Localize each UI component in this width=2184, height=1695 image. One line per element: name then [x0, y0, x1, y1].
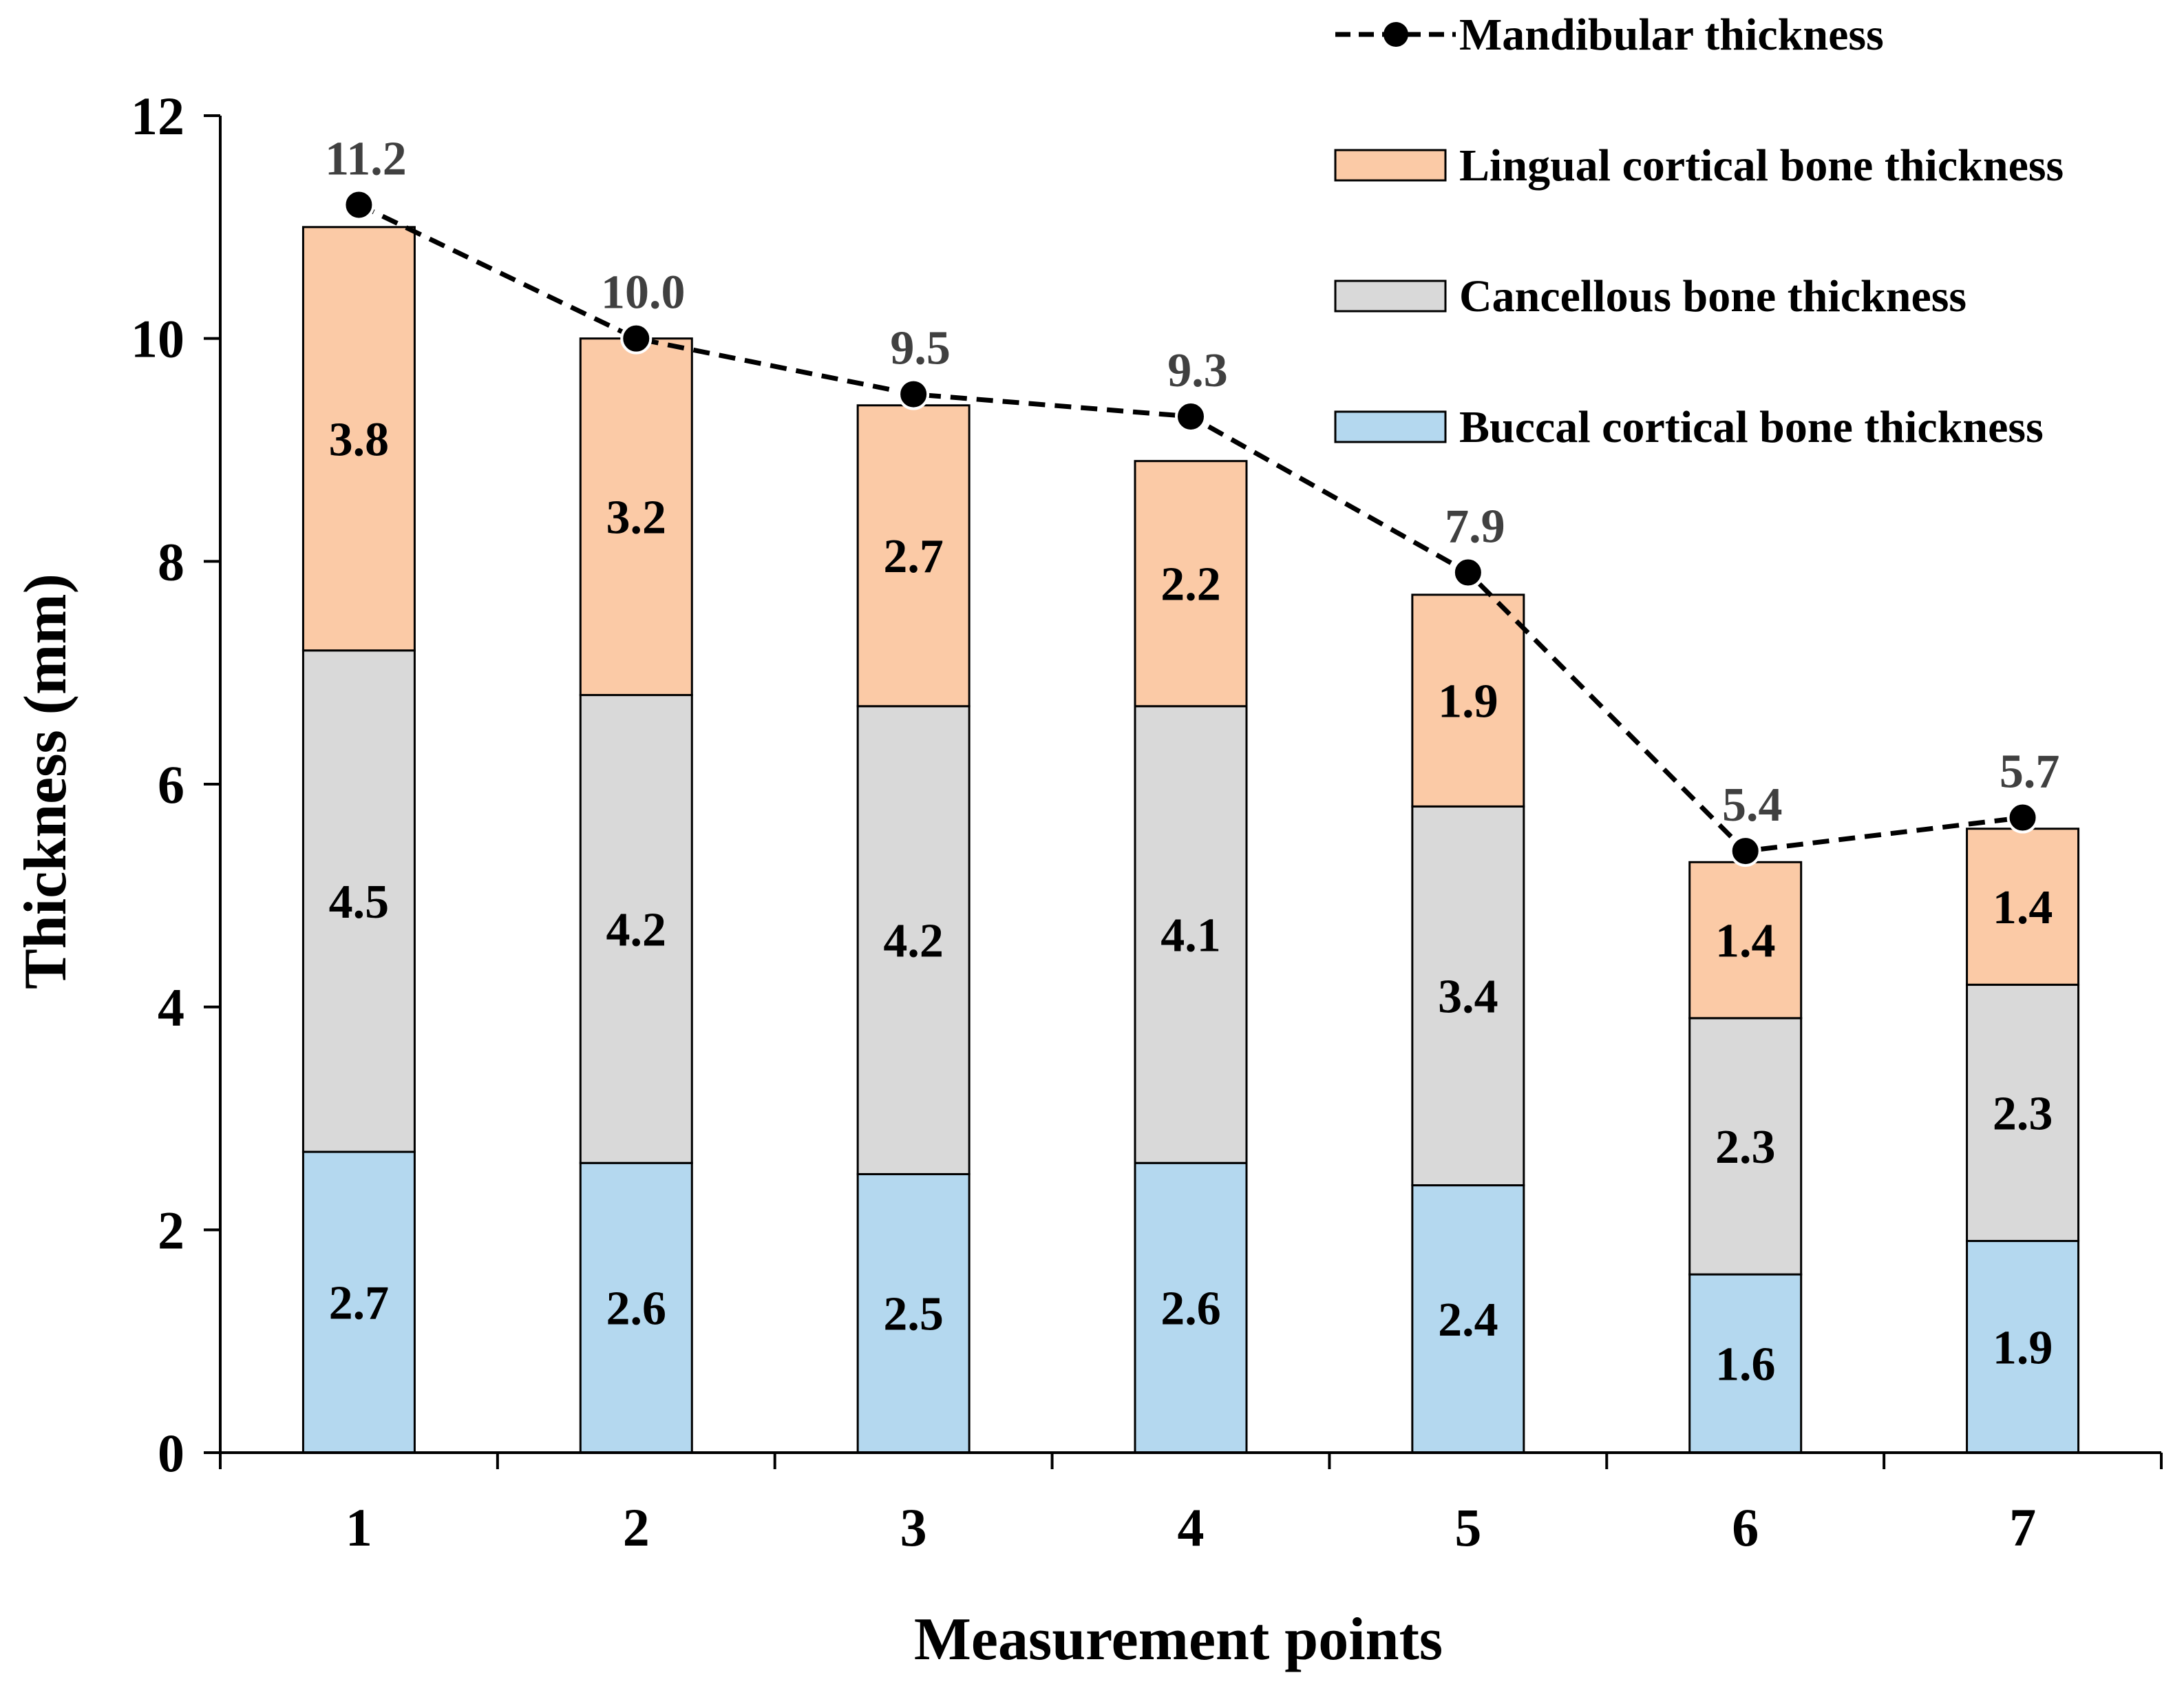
bar-lingual-cortical-bone-thickness-point-2 [579, 337, 693, 697]
legend-swatch-cancellous-bone-thickness [1334, 280, 1447, 313]
bar-label-cancellous-bone-thickness-point-4: 4.1 [1160, 909, 1221, 962]
bar-label-lingual-cortical-bone-thickness-point-5: 1.9 [1438, 675, 1498, 728]
y-tick-label-10: 10 [131, 309, 184, 369]
x-tick-label-5: 5 [1454, 1497, 1481, 1557]
data-labels-layer: 2.7 4.5 3.8 2.6 4.2 3.2 2.5 4.2 2.7 2.6 4.1 2.2 2.4 3… [325, 132, 2059, 1391]
y-tick-label-4: 4 [158, 978, 184, 1038]
legend-label-buccal-cortical-bone-thickness: Buccal cortical bone thickness [1459, 402, 2044, 452]
bar-label-cancellous-bone-thickness-point-6: 2.3 [1715, 1121, 1776, 1174]
legend-swatch-buccal-cortical-bone-thickness [1334, 410, 1447, 443]
x-tick-label-4: 4 [1178, 1497, 1205, 1557]
mandibular-point-3 [898, 378, 930, 410]
bar-label-cancellous-bone-thickness-point-7: 2.3 [1993, 1087, 2053, 1140]
bar-label-lingual-cortical-bone-thickness-point-6: 1.4 [1715, 915, 1776, 968]
bar-label-lingual-cortical-bone-thickness-point-1: 3.8 [329, 413, 390, 466]
mandibular-label-point-5: 7.9 [1445, 501, 1505, 554]
y-tick-label-2: 2 [158, 1200, 184, 1260]
mandibular-label-point-2: 10.0 [601, 266, 686, 319]
bar-buccal-cortical-bone-thickness-point-7 [1966, 1240, 2080, 1454]
x-axis-title: Measurement points [914, 1606, 1443, 1673]
x-tick-label-2: 2 [623, 1497, 650, 1557]
bar-label-lingual-cortical-bone-thickness-point-7: 1.4 [1993, 881, 2053, 934]
bar-label-buccal-cortical-bone-thickness-point-3: 2.5 [883, 1288, 944, 1341]
bar-cancellous-bone-thickness-point-4 [1134, 705, 1248, 1164]
mandibular-point-6 [1729, 835, 1761, 867]
bar-cancellous-bone-thickness-point-3 [856, 705, 971, 1175]
bar-label-buccal-cortical-bone-thickness-point-6: 1.6 [1715, 1338, 1776, 1391]
bar-lingual-cortical-bone-thickness-point-4 [1134, 460, 1248, 708]
bar-cancellous-bone-thickness-point-1 [301, 649, 416, 1153]
mandibular-point-4 [1175, 400, 1207, 432]
mandibular-point-1 [343, 189, 375, 221]
x-tick-label-7: 7 [2009, 1497, 2036, 1557]
bar-cancellous-bone-thickness-point-6 [1688, 1017, 1803, 1276]
y-tick-label-12: 12 [131, 86, 184, 146]
bar-buccal-cortical-bone-thickness-point-4 [1134, 1161, 1248, 1454]
x-tick-label-6: 6 [1732, 1497, 1759, 1557]
x-tick-label-3: 3 [900, 1497, 927, 1557]
bar-lingual-cortical-bone-thickness-point-5 [1411, 593, 1525, 808]
bar-lingual-cortical-bone-thickness-point-7 [1966, 828, 2080, 986]
bar-label-cancellous-bone-thickness-point-3: 4.2 [883, 915, 944, 968]
mandibular-label-point-7: 5.7 [2000, 746, 2060, 799]
mandibular-label-point-6: 5.4 [1722, 779, 1783, 832]
bars-layer [301, 226, 2080, 1454]
bar-label-cancellous-bone-thickness-point-2: 4.2 [606, 903, 667, 956]
bar-label-buccal-cortical-bone-thickness-point-5: 2.4 [1438, 1294, 1498, 1347]
legend-label-cancellous-bone-thickness: Cancellous bone thickness [1459, 271, 1966, 322]
bar-lingual-cortical-bone-thickness-point-1 [301, 226, 416, 652]
legend-swatch-lingual-cortical-bone-thickness [1334, 149, 1447, 182]
bar-buccal-cortical-bone-thickness-point-2 [579, 1161, 693, 1454]
bar-lingual-cortical-bone-thickness-point-3 [856, 404, 971, 708]
bar-label-lingual-cortical-bone-thickness-point-4: 2.2 [1160, 558, 1221, 611]
legend: Mandibular thickness Lingual cortical bon… [1334, 10, 2064, 452]
bar-label-cancellous-bone-thickness-point-1: 4.5 [329, 876, 390, 929]
bar-cancellous-bone-thickness-point-7 [1966, 983, 2080, 1243]
bar-label-lingual-cortical-bone-thickness-point-2: 3.2 [606, 492, 667, 545]
legend-label-lingual-cortical-bone-thickness: Lingual cortical bone thickness [1459, 140, 2064, 191]
bar-lingual-cortical-bone-thickness-point-6 [1688, 861, 1803, 1020]
bar-label-lingual-cortical-bone-thickness-point-3: 2.7 [883, 530, 944, 583]
bar-buccal-cortical-bone-thickness-point-6 [1688, 1273, 1803, 1454]
bar-cancellous-bone-thickness-point-2 [579, 694, 693, 1164]
bar-label-buccal-cortical-bone-thickness-point-2: 2.6 [606, 1283, 667, 1336]
mandibular-point-2 [620, 322, 653, 355]
mandibular-label-point-3: 9.5 [890, 322, 951, 375]
bar-label-buccal-cortical-bone-thickness-point-1: 2.7 [329, 1277, 390, 1330]
bar-label-buccal-cortical-bone-thickness-point-4: 2.6 [1160, 1283, 1221, 1336]
x-tick-label-1: 1 [346, 1497, 372, 1557]
y-tick-label-0: 0 [158, 1423, 184, 1483]
y-axis-title: Thickness (mm) [12, 573, 79, 989]
mandibular-point-5 [1452, 556, 1484, 589]
y-tick-label-8: 8 [158, 531, 184, 591]
mandibular-label-point-1: 11.2 [325, 132, 407, 185]
legend-marker-mandibular-thickness [1383, 22, 1408, 47]
bar-buccal-cortical-bone-thickness-point-1 [301, 1150, 416, 1454]
mandibular-label-point-4: 9.3 [1167, 344, 1228, 397]
bar-buccal-cortical-bone-thickness-point-5 [1411, 1184, 1525, 1454]
mandibular-point-7 [2006, 801, 2039, 834]
y-tick-label-6: 6 [158, 755, 184, 814]
legend-label-mandibular-thickness: Mandibular thickness [1459, 10, 1884, 60]
bar-label-cancellous-bone-thickness-point-5: 3.4 [1438, 970, 1498, 1023]
mandibular-line-layer [343, 189, 2039, 867]
bar-label-buccal-cortical-bone-thickness-point-7: 1.9 [1993, 1321, 2053, 1374]
